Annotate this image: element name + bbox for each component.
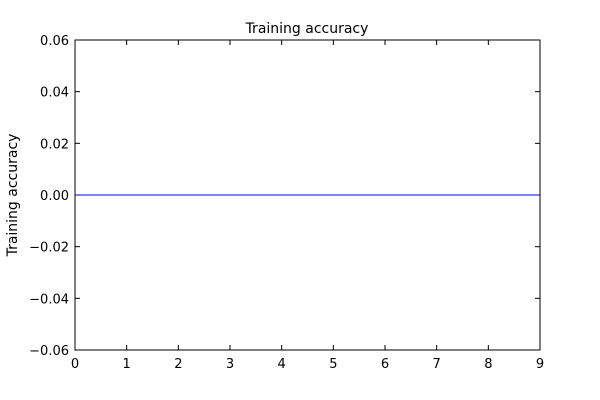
x-tick-label: 3 — [226, 357, 234, 372]
y-tick-label: 0.04 — [40, 86, 69, 101]
y-tick-label: 0.06 — [40, 34, 69, 49]
x-tick-label: 1 — [123, 357, 131, 372]
x-tick-label: 5 — [329, 357, 337, 372]
x-tick-label: 6 — [381, 357, 389, 372]
ticks-layer: 0 1 2 3 4 5 6 7 8 9 −0.06 −0.04 −0.02 0.00 0.02 0.04 0.0… — [29, 34, 544, 372]
y-tick-label: −0.04 — [29, 292, 69, 307]
chart-title: Training accuracy — [245, 21, 369, 37]
x-tick-label: 0 — [71, 357, 79, 372]
y-tick-label: −0.06 — [29, 344, 69, 359]
x-tick-label: 8 — [484, 357, 492, 372]
x-tick-label: 7 — [433, 357, 441, 372]
y-tick-label: 0.02 — [40, 137, 69, 152]
x-tick-label: 2 — [174, 357, 182, 372]
plot-frame — [74, 39, 541, 351]
y-axis-label: Training accuracy — [5, 134, 21, 258]
y-tick-label: 0.00 — [40, 189, 69, 204]
x-tick-label: 9 — [536, 357, 544, 372]
x-tick-label: 4 — [278, 357, 286, 372]
y-tick-label: −0.02 — [29, 241, 69, 256]
